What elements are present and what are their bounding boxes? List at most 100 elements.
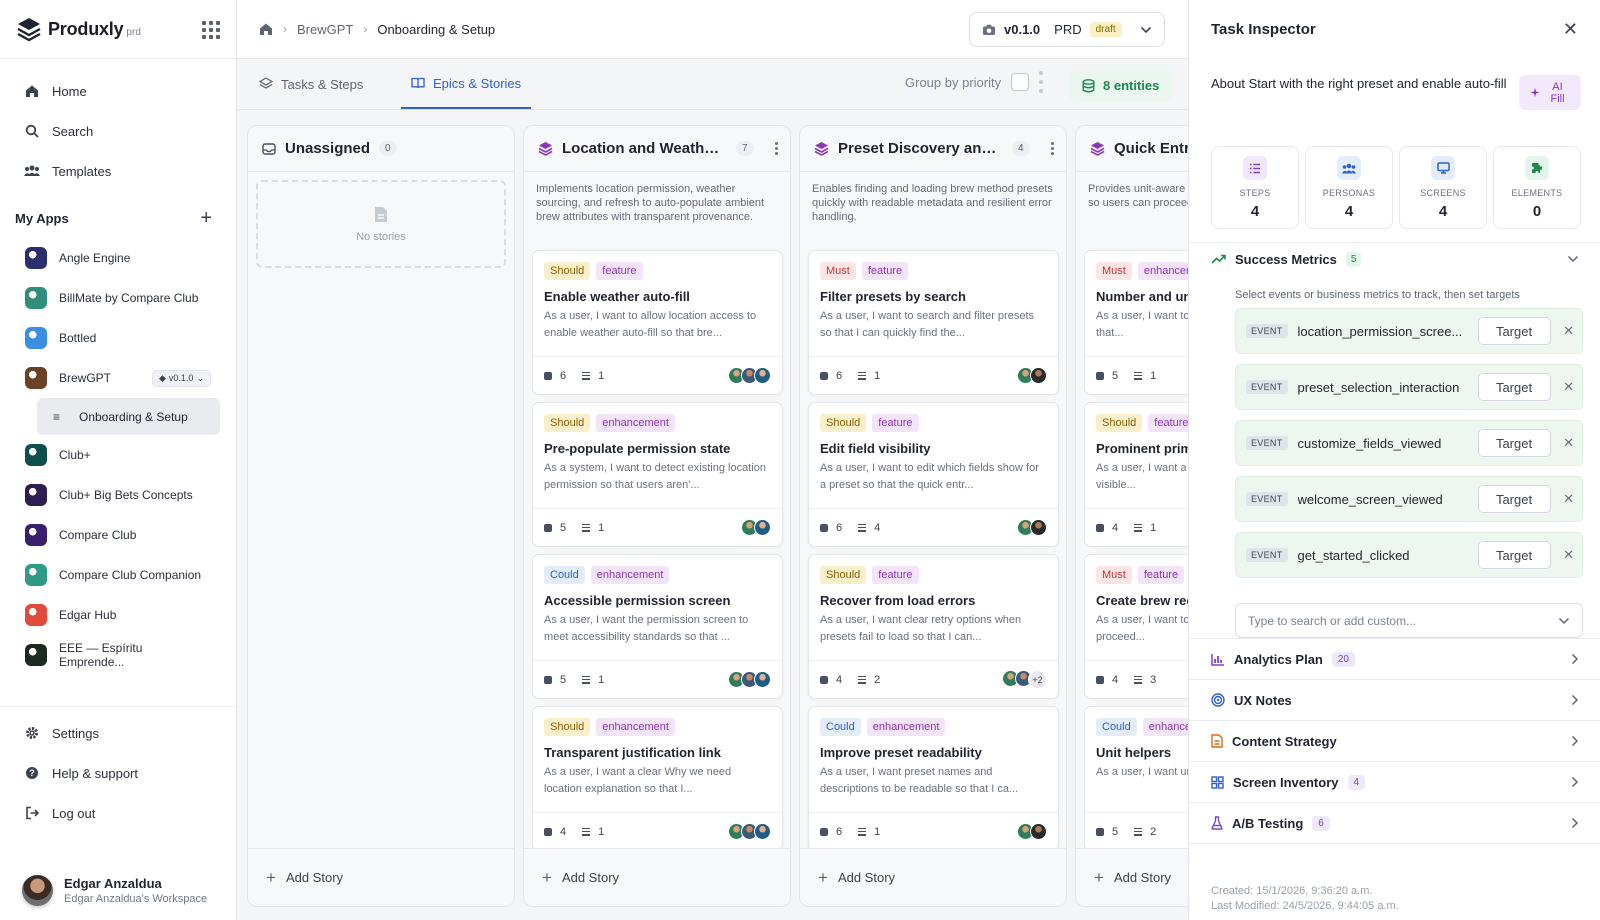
remove-icon[interactable]: ✕ bbox=[1563, 435, 1574, 450]
story-card[interactable]: Must feature Filter presets by search As a … bbox=[808, 250, 1059, 395]
story-card[interactable]: Should enhancement Transparent justificati… bbox=[532, 706, 783, 851]
story-card[interactable]: Should enhancement Pre-populate permission… bbox=[532, 402, 783, 547]
add-story-button[interactable]: + Add Story bbox=[1076, 848, 1188, 906]
priority-badge: Should bbox=[544, 718, 591, 736]
sidebar-app-item[interactable]: Compare Club bbox=[16, 515, 220, 555]
story-card[interactable]: Could enhancement Improve preset readabili… bbox=[808, 706, 1059, 851]
add-app-icon[interactable]: + bbox=[200, 207, 212, 229]
sidebar-app-label: Club+ bbox=[59, 448, 91, 462]
add-story-button[interactable]: + Add Story bbox=[524, 848, 790, 906]
sidebar-app-label: Bottled bbox=[59, 331, 97, 345]
chevron-down-icon bbox=[1558, 617, 1570, 624]
home-icon[interactable] bbox=[259, 22, 273, 36]
help-icon: ? bbox=[26, 767, 38, 779]
section-screen-inventory[interactable]: Screen Inventory 4 bbox=[1211, 762, 1579, 802]
version-selector[interactable]: v0.1.0 PRD draft bbox=[969, 12, 1165, 47]
plus-icon: + bbox=[542, 867, 552, 887]
entities-button[interactable]: 8 entities bbox=[1069, 70, 1173, 101]
stat-steps[interactable]: STEPS 4 bbox=[1211, 146, 1299, 229]
story-card[interactable]: Must feature Create brew record As a user, … bbox=[1084, 554, 1188, 699]
story-tags: Should feature bbox=[820, 566, 1047, 584]
flask-icon bbox=[1211, 816, 1223, 830]
sidebar-sub-item-onboarding[interactable]: ≡ Onboarding & Setup bbox=[37, 398, 220, 435]
sidebar-app-item[interactable]: Bottled bbox=[16, 318, 220, 358]
ai-fill-label: AI Fill bbox=[1550, 80, 1565, 105]
section-analytics-plan[interactable]: Analytics Plan 20 bbox=[1211, 639, 1579, 679]
sidebar-app-item[interactable]: EEE — Espíritu Emprende... bbox=[16, 635, 220, 675]
section-content-strategy[interactable]: Content Strategy bbox=[1211, 721, 1579, 761]
ai-fill-button[interactable]: AI Fill bbox=[1519, 75, 1581, 110]
app-grid-icon[interactable] bbox=[200, 19, 220, 39]
section-ab-testing[interactable]: A/B Testing 6 bbox=[1211, 803, 1579, 843]
group-by-checkbox[interactable] bbox=[1011, 73, 1030, 91]
nav-help[interactable]: ? Help & support bbox=[14, 753, 222, 793]
story-title: Unit helpers bbox=[1096, 745, 1172, 760]
close-icon[interactable]: ✕ bbox=[1562, 19, 1578, 39]
story-description: As a system, I want to detect existing l… bbox=[544, 462, 766, 491]
story-card[interactable]: Must enhancement Number and unit entry As a… bbox=[1084, 250, 1188, 395]
story-tags: Could enhancement bbox=[544, 566, 771, 584]
set-target-button[interactable]: Target bbox=[1477, 485, 1551, 513]
view-tabs-bar: Tasks & Steps Epics & Stories Group by p… bbox=[237, 59, 1188, 110]
sidebar-app-item[interactable]: Club+ bbox=[16, 435, 220, 475]
sidebar-app-item[interactable]: Club+ Big Bets Concepts bbox=[16, 475, 220, 515]
stat-personas[interactable]: PERSONAS 4 bbox=[1305, 146, 1393, 229]
section-ux-notes[interactable]: UX Notes bbox=[1211, 680, 1579, 720]
nav-search[interactable]: Search bbox=[14, 111, 222, 151]
tab-epics-stories[interactable]: Epics & Stories bbox=[401, 59, 532, 109]
set-target-button[interactable]: Target bbox=[1477, 317, 1551, 345]
epic-column-header[interactable]: Preset Discovery and R... 4 bbox=[800, 126, 1066, 172]
add-story-button[interactable]: + Add Story bbox=[248, 848, 514, 906]
nav-home[interactable]: Home bbox=[14, 71, 222, 111]
user-profile[interactable]: Edgar Anzaldua Edgar Anzaldua's Workspac… bbox=[0, 860, 236, 920]
story-card[interactable]: Could enhancement Accessible permission sc… bbox=[532, 554, 783, 699]
remove-icon[interactable]: ✕ bbox=[1563, 491, 1574, 506]
sidebar-app-item[interactable]: Edgar Hub bbox=[16, 595, 220, 635]
epic-column-header[interactable]: Location and Weather ... 7 bbox=[524, 126, 790, 172]
nav-templates[interactable]: Templates bbox=[14, 151, 222, 191]
sidebar-app-item[interactable]: BrewGPT ◆ v0.1.0 ⌄ bbox=[16, 358, 220, 398]
remove-icon[interactable]: ✕ bbox=[1563, 323, 1574, 338]
app-logo-icon bbox=[25, 564, 47, 586]
stat-elements[interactable]: ELEMENTS 0 bbox=[1493, 146, 1581, 229]
remove-icon[interactable]: ✕ bbox=[1563, 547, 1574, 562]
type-badge: enhancement bbox=[866, 718, 946, 736]
story-tags: Must enhancement bbox=[1096, 262, 1188, 280]
epic-column-header[interactable]: Quick Entry bbox=[1076, 126, 1188, 172]
remove-icon[interactable]: ✕ bbox=[1563, 379, 1574, 394]
event-tag: EVENT bbox=[1246, 492, 1288, 506]
tab-tasks-steps[interactable]: Tasks & Steps bbox=[259, 59, 363, 109]
set-target-button[interactable]: Target bbox=[1477, 429, 1551, 457]
breadcrumb-app[interactable]: BrewGPT bbox=[297, 21, 354, 37]
story-card[interactable]: Should feature Enable weather auto-fill As … bbox=[532, 250, 783, 395]
stat-screens[interactable]: SCREENS 4 bbox=[1399, 146, 1487, 229]
event-tag: EVENT bbox=[1246, 324, 1288, 338]
app-version-selector[interactable]: ◆ v0.1.0 ⌄ bbox=[152, 369, 211, 387]
sidebar-app-item[interactable]: Compare Club Companion bbox=[16, 555, 220, 595]
success-metrics-header[interactable]: Success Metrics 5 bbox=[1211, 239, 1579, 279]
set-target-button[interactable]: Target bbox=[1477, 541, 1551, 569]
tag-icon: ◆ bbox=[159, 372, 166, 383]
add-story-button[interactable]: + Add Story bbox=[800, 848, 1066, 906]
story-card[interactable]: Should feature Prominent primary action As … bbox=[1084, 402, 1188, 547]
metric-search[interactable] bbox=[1235, 603, 1583, 638]
metric-name: location_permission_scree... bbox=[1297, 323, 1463, 339]
more-vertical-icon[interactable] bbox=[775, 142, 778, 155]
sidebar-app-label: Edgar Hub bbox=[59, 608, 117, 622]
sidebar-app-item[interactable]: BillMate by Compare Club bbox=[16, 278, 220, 318]
sidebar-app-item[interactable]: Angle Engine bbox=[16, 238, 220, 278]
section-title: UX Notes bbox=[1234, 692, 1292, 708]
story-description: As a user, I want to create a brew when … bbox=[1096, 614, 1188, 643]
story-card[interactable]: Could enhancement Unit helpers As a user, I… bbox=[1084, 706, 1188, 851]
more-vertical-icon[interactable] bbox=[1051, 142, 1054, 155]
nav-settings[interactable]: Settings bbox=[14, 713, 222, 753]
story-card[interactable]: Should feature Recover from load errors As … bbox=[808, 554, 1059, 699]
persona-avatars bbox=[728, 823, 771, 840]
metric-search-input[interactable] bbox=[1248, 613, 1558, 628]
step-count: 1 bbox=[598, 825, 605, 838]
story-card[interactable]: Should feature Edit field visibility As a u… bbox=[808, 402, 1059, 547]
nav-logout[interactable]: Log out bbox=[14, 793, 222, 833]
set-target-button[interactable]: Target bbox=[1477, 373, 1551, 401]
drag-handle-icon[interactable] bbox=[1039, 71, 1043, 93]
epic-column-header[interactable]: Unassigned 0 bbox=[248, 126, 514, 172]
